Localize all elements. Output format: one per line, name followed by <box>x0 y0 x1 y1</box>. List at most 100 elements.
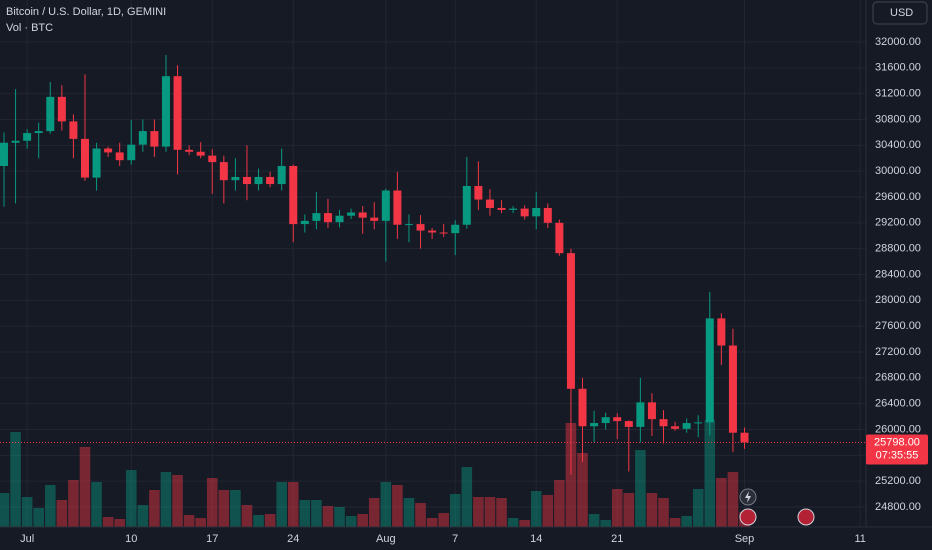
candle-body <box>601 417 610 424</box>
y-tick-label: 26400.00 <box>875 398 921 410</box>
y-tick-label: 25200.00 <box>875 475 921 487</box>
volume-bar <box>230 490 241 527</box>
candle-body <box>196 151 205 156</box>
x-tick-label: 24 <box>287 533 299 545</box>
volume-bar <box>635 450 646 527</box>
candle-body <box>46 96 55 132</box>
candle-body <box>358 212 367 218</box>
y-tick-label: 28400.00 <box>875 268 921 280</box>
candle-body <box>416 224 425 231</box>
volume-bar <box>172 475 183 527</box>
candle-body <box>497 207 506 210</box>
volume-bar <box>149 490 160 527</box>
candle-body <box>34 131 43 134</box>
volume-bar <box>264 514 276 527</box>
volume-bar <box>554 480 565 527</box>
candle-body <box>451 224 460 234</box>
candle-body <box>728 345 737 433</box>
volume-bar <box>241 505 253 527</box>
candle-body <box>740 432 749 443</box>
volume-bar <box>392 485 403 527</box>
countdown-label: 07:35:55 <box>876 449 919 461</box>
candle-body <box>254 176 263 185</box>
flag-icon[interactable] <box>739 508 757 526</box>
volume-bar <box>577 453 588 527</box>
candle-body <box>300 220 309 225</box>
flag-icon[interactable] <box>797 508 815 526</box>
candle-body <box>381 190 390 221</box>
volume-legend: Vol · BTC <box>6 22 53 34</box>
y-tick-label: 24800.00 <box>875 501 921 513</box>
x-tick-label: Jul <box>20 533 34 545</box>
volume-bar <box>496 498 507 527</box>
candle-body <box>92 148 101 178</box>
volume-bar <box>415 503 426 527</box>
candle-body <box>462 186 471 225</box>
volume-bar <box>287 482 299 527</box>
y-tick-label: 29600.00 <box>875 191 921 203</box>
candle-body <box>439 232 448 234</box>
y-tick-label: 28000.00 <box>875 294 921 306</box>
candle-body <box>532 207 541 217</box>
candle-body <box>555 222 564 254</box>
volume-bar <box>600 520 611 527</box>
candle-body <box>659 419 668 427</box>
volume-bar <box>588 514 600 527</box>
candle-body <box>0 142 8 166</box>
volume-bar <box>646 493 658 527</box>
grid <box>0 0 866 527</box>
volume-bar <box>519 520 530 527</box>
candle-body <box>69 121 78 139</box>
volume-bar <box>206 478 218 527</box>
axes: 24800.0025200.0025600.0026000.0026400.00… <box>20 36 921 545</box>
volume-bar <box>368 498 380 527</box>
volume-bar <box>623 493 635 527</box>
volume-bar <box>68 480 79 527</box>
volume-bar <box>183 515 195 527</box>
candle-body <box>127 144 136 161</box>
candle-body <box>150 131 159 147</box>
volume-bar <box>44 485 56 527</box>
last-price-label: 25798.00 <box>874 436 920 448</box>
volume-bar <box>21 497 33 527</box>
x-tick-label: Sep <box>735 533 755 545</box>
candle-body <box>104 148 113 153</box>
volume-bar <box>692 489 704 527</box>
candle-body <box>694 422 703 424</box>
candle-body <box>566 253 575 389</box>
candle-body <box>323 213 332 223</box>
volume-bar <box>542 495 554 527</box>
x-tick-label: Aug <box>376 533 396 545</box>
currency-label[interactable]: USD <box>890 7 913 19</box>
volume-bar <box>79 447 91 527</box>
volume-bar <box>195 518 206 527</box>
volume-bar <box>426 518 438 527</box>
x-tick-label: 17 <box>206 533 218 545</box>
volume-bar <box>345 516 357 527</box>
candle-body <box>173 76 182 150</box>
y-tick-label: 32000.00 <box>875 36 921 48</box>
volume-bar <box>137 505 149 527</box>
candle-body <box>161 76 170 147</box>
volume-bar <box>461 467 473 527</box>
candle-body <box>578 388 587 427</box>
candle-body <box>23 133 32 141</box>
candle-body <box>242 176 251 185</box>
volume-bar <box>565 423 577 527</box>
x-tick-label: 7 <box>452 533 458 545</box>
candle-body <box>520 208 529 217</box>
candle-body <box>636 402 645 427</box>
volume-bar <box>33 508 44 527</box>
candle-body <box>115 152 124 161</box>
volume-layer <box>0 420 750 527</box>
volume-bar <box>218 490 230 527</box>
volume-bar <box>334 507 345 527</box>
volume-bar <box>253 515 264 527</box>
candle-body <box>185 149 194 152</box>
volume-bar <box>438 513 449 527</box>
currency-button[interactable] <box>872 1 928 25</box>
candle-body <box>590 423 599 427</box>
candle-body <box>624 421 633 427</box>
